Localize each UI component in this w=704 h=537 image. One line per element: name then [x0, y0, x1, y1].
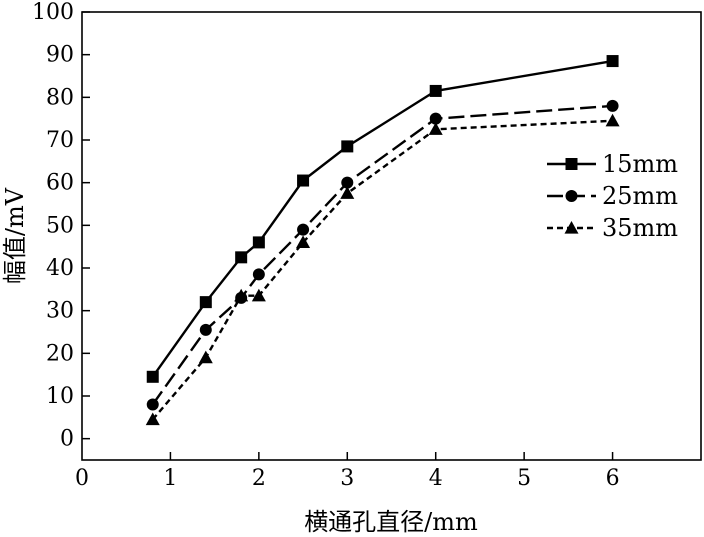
square-marker [235, 251, 248, 264]
x-tick-label: 0 [75, 466, 89, 491]
legend-item: 35mm [547, 214, 678, 242]
plot-frame [81, 11, 702, 461]
series-35mm [145, 113, 620, 426]
y-axis-label: 幅值/mV [1, 187, 29, 284]
x-tick-label: 5 [517, 466, 531, 491]
y-tick-label: 100 [32, 0, 74, 25]
y-tick-label: 30 [46, 299, 74, 324]
triangle-marker [564, 221, 579, 234]
square-marker [252, 236, 265, 249]
triangle-marker [428, 122, 443, 135]
triangle-marker [340, 186, 355, 199]
legend-label: 35mm [602, 214, 678, 242]
x-tick-label: 2 [252, 466, 266, 491]
legend: 15mm 25mm 35mm [547, 150, 678, 242]
circle-marker [606, 99, 619, 112]
square-marker [429, 84, 442, 97]
circle-marker [565, 190, 578, 202]
x-tick-label: 1 [163, 466, 177, 491]
square-marker [146, 370, 159, 383]
x-axis-ticks: 0 1 2 3 4 5 6 [75, 452, 620, 491]
y-tick-label: 10 [46, 384, 74, 409]
circle-marker [341, 176, 354, 189]
series-line [151, 104, 613, 406]
y-tick-label: 70 [46, 128, 74, 153]
legend-item: 15mm [547, 150, 678, 178]
triangle-marker [198, 350, 213, 364]
circle-marker [429, 112, 442, 125]
x-tick-label: 4 [429, 466, 443, 491]
x-tick-label: 6 [606, 466, 620, 491]
circle-marker [297, 223, 310, 236]
square-marker [606, 55, 619, 68]
series-line [151, 59, 613, 378]
series-25mm [146, 99, 619, 411]
triangle-marker [234, 288, 249, 302]
x-axis-label: 横通孔直径/mm [304, 508, 478, 536]
triangle-marker [605, 113, 620, 127]
circle-marker [199, 323, 212, 336]
triangle-marker [296, 235, 311, 248]
y-tick-label: 80 [46, 85, 74, 110]
triangle-marker [251, 288, 266, 302]
square-marker [565, 158, 578, 170]
legend-label: 15mm [602, 150, 678, 178]
circle-marker [146, 398, 159, 411]
square-marker [199, 296, 212, 309]
series-15mm [146, 55, 619, 383]
x-tick-label: 3 [340, 466, 354, 491]
triangle-marker [145, 412, 160, 426]
y-tick-label: 40 [46, 256, 74, 281]
y-tick-label: 50 [46, 213, 74, 238]
circle-marker [252, 268, 265, 281]
square-marker [341, 140, 354, 153]
legend-item: 25mm [547, 182, 678, 210]
y-tick-label: 90 [46, 43, 74, 68]
y-tick-label: 20 [46, 341, 74, 366]
series-line [151, 119, 613, 421]
y-axis-ticks: 0 10 20 30 40 50 60 70 80 90 100 [32, 0, 90, 452]
legend-label: 25mm [602, 182, 678, 210]
y-tick-label: 0 [60, 427, 74, 452]
y-tick-label: 60 [46, 171, 74, 196]
square-marker [297, 174, 310, 187]
series-layer [145, 55, 620, 426]
